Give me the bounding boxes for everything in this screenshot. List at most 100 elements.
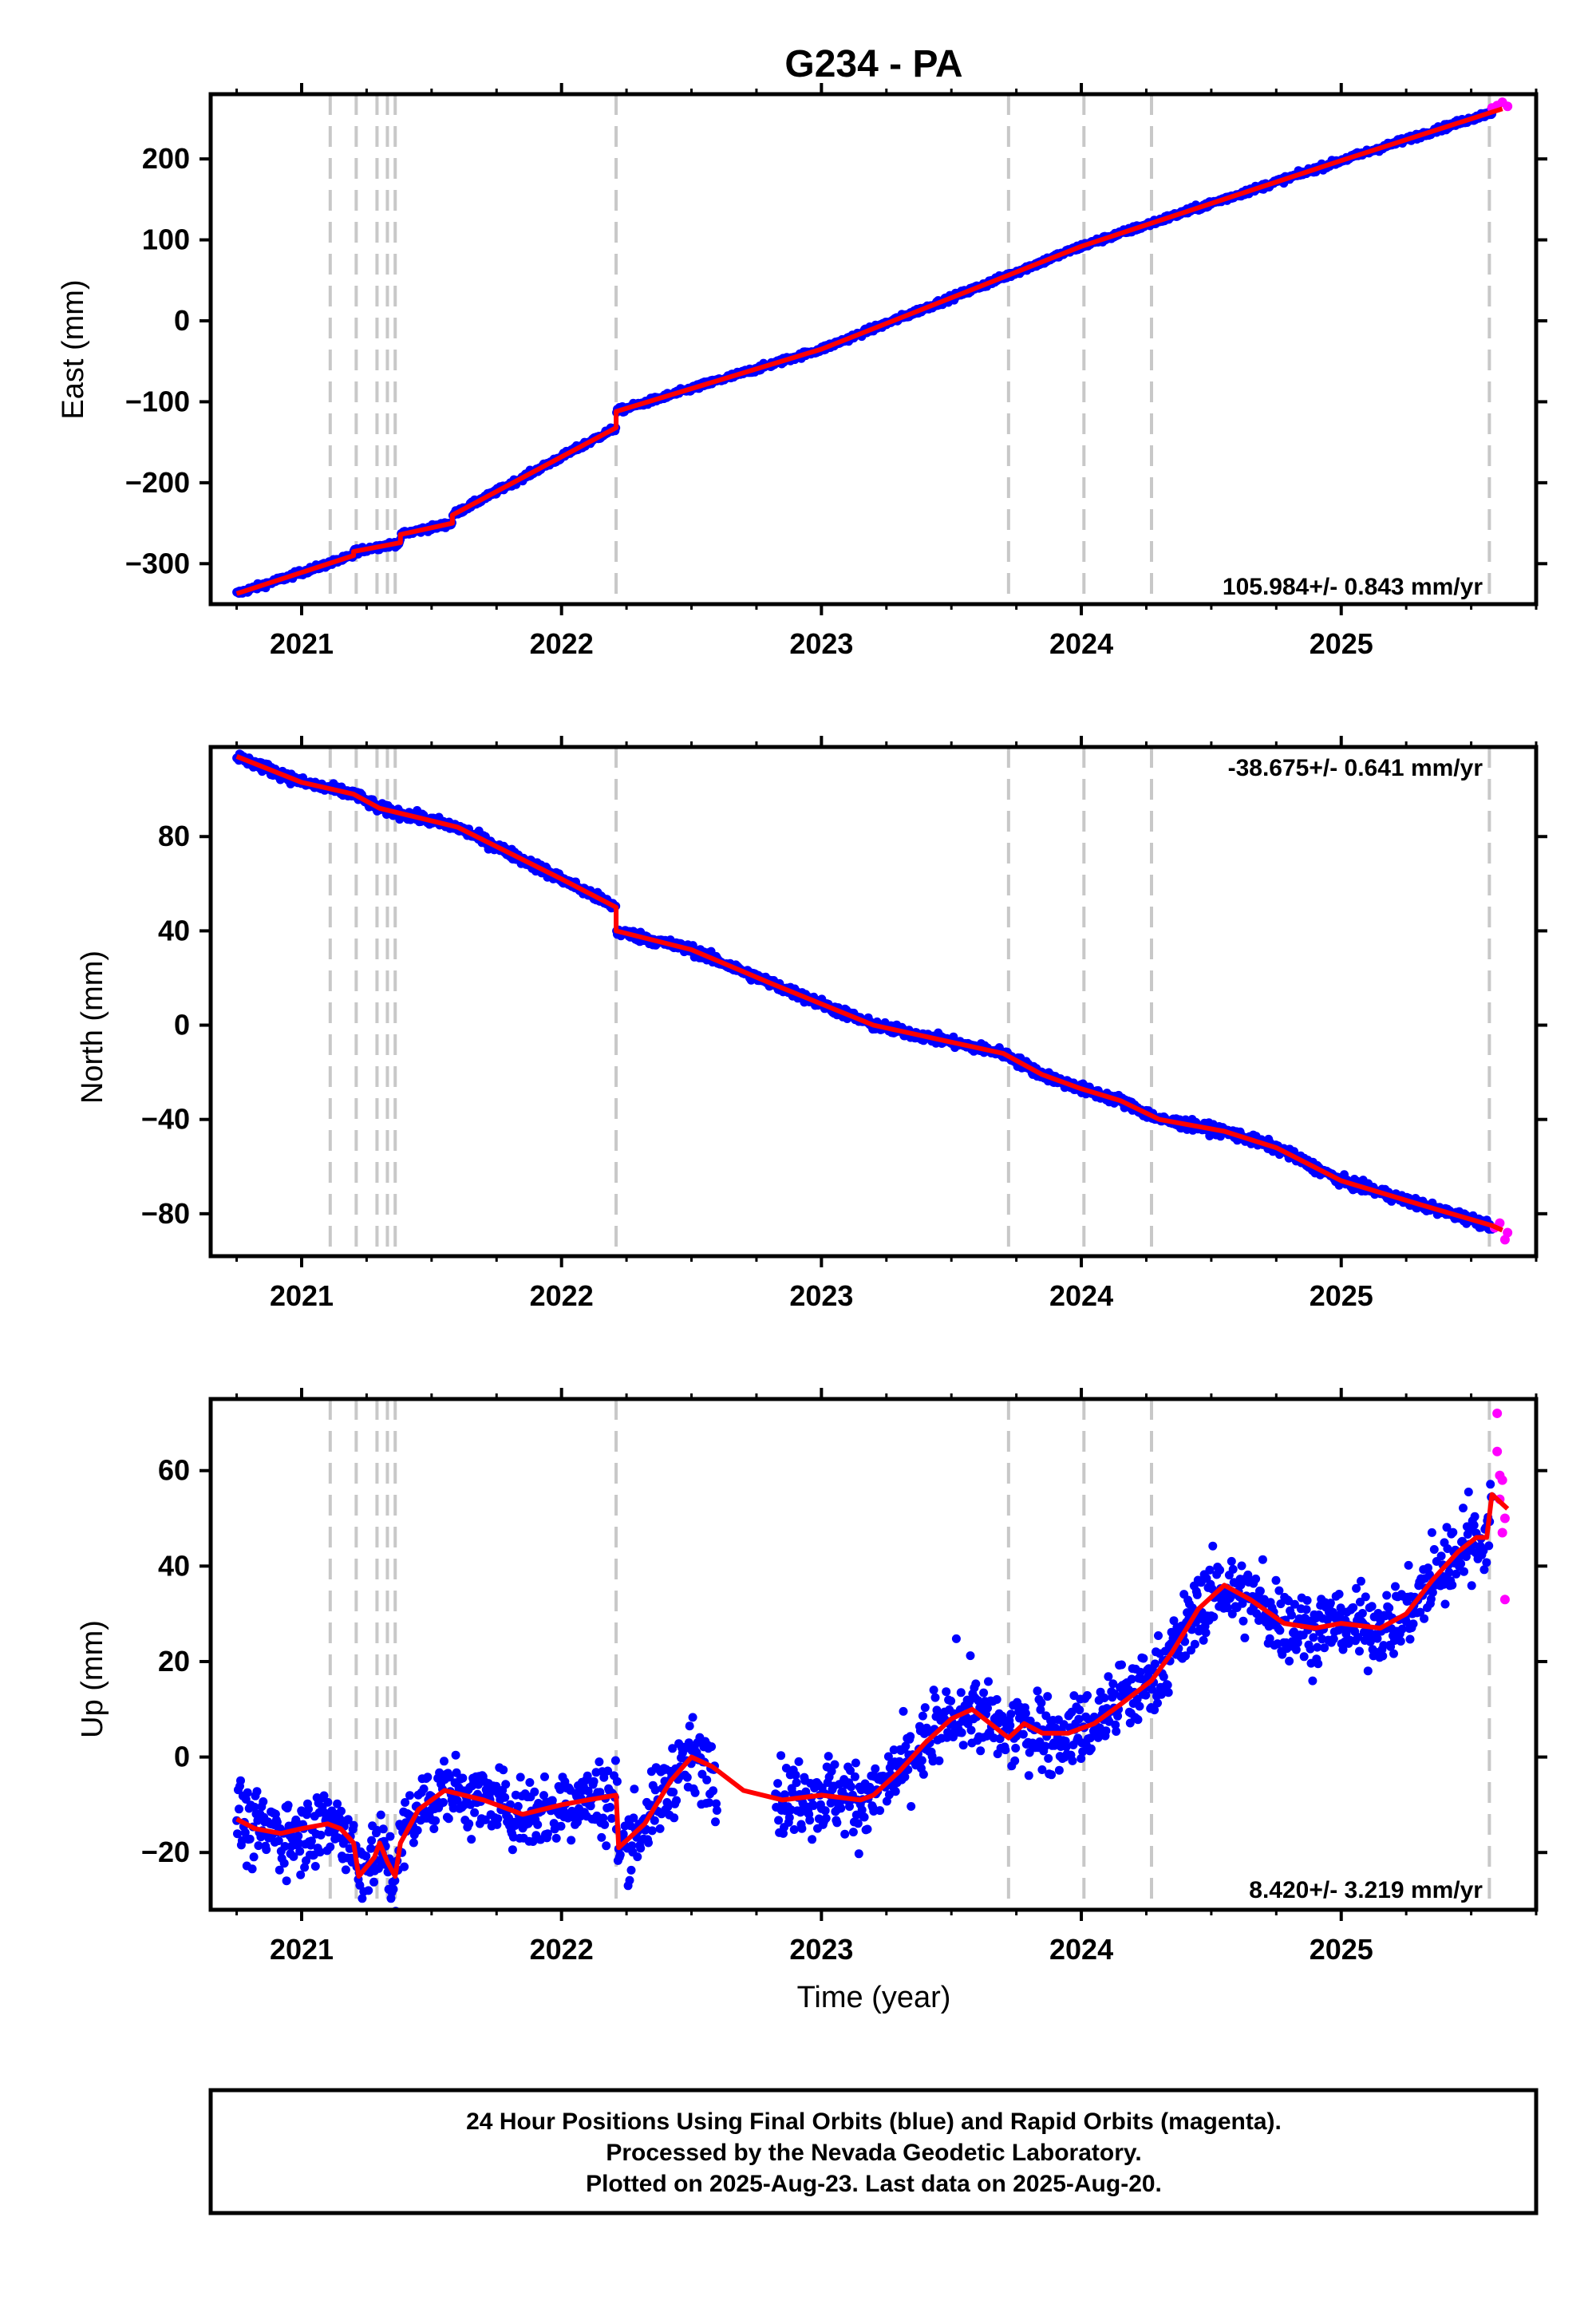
up-data-point [827,1766,836,1776]
up-data-point [846,1766,855,1775]
up-data-point [1258,1555,1267,1564]
up-data-point [1223,1603,1232,1613]
up-data-point [458,1773,468,1783]
up-data-point [294,1832,303,1840]
up-data-point [413,1826,422,1835]
up-data-point [918,1769,928,1779]
up-data-point [1141,1690,1151,1700]
up-data-point [1108,1679,1118,1689]
up-data-point [1159,1672,1168,1682]
up-data-point [274,1836,283,1845]
up-data-point [1181,1651,1191,1661]
up-data-point [711,1817,720,1827]
up-data-point [850,1772,859,1781]
up-data-point [644,1838,653,1848]
up-data-point [600,1820,610,1829]
up-data-point [1313,1642,1322,1652]
up-data-point [349,1820,358,1830]
up-data-point [1047,1770,1057,1780]
north-rapid-point [1503,1227,1513,1238]
up-data-point [1011,1744,1021,1753]
up-data-point [1255,1587,1265,1596]
up-data-point [280,1842,290,1851]
up-data-point [610,1756,620,1765]
up-data-point [891,1787,900,1796]
up-data-point [712,1806,721,1815]
up-data-point [966,1725,976,1735]
up-data-point [895,1757,904,1766]
up-data-point [300,1863,310,1872]
up-data-point [1314,1659,1323,1669]
up-data-point [598,1813,608,1823]
east-rate-label: 105.984+/- 0.843 mm/yr [1223,574,1483,600]
up-data-point [304,1804,313,1814]
up-data-point [971,1679,981,1689]
up-data-point [773,1779,783,1788]
up-data-point [1036,1705,1045,1714]
up-data-point [540,1772,549,1781]
up-data-point [341,1865,350,1875]
east-ytick-label: −200 [125,466,190,499]
up-data-point [809,1801,819,1810]
up-data-point [690,1788,700,1797]
north-xtick-label: 2023 [789,1279,853,1312]
up-data-point [589,1777,598,1786]
up-data-point [1136,1667,1145,1677]
up-data-point [1100,1694,1109,1702]
up-data-point [543,1829,552,1839]
up-data-point [602,1841,611,1851]
up-data-point [875,1806,885,1816]
up-data-point [824,1752,833,1761]
up-data-point [672,1796,681,1805]
up-data-point [319,1791,329,1800]
up-data-point [958,1741,968,1750]
up-data-point [525,1778,535,1787]
up-data-point [1238,1616,1248,1626]
up-data-point [979,1688,989,1697]
up-data-point [1205,1565,1215,1575]
up-data-point [1208,1541,1218,1551]
up-data-point [1077,1754,1086,1763]
up-data-point [376,1810,385,1820]
up-data-point [431,1816,440,1825]
east-xtick-label: 2024 [1049,627,1113,660]
up-data-point [1111,1720,1120,1729]
up-data-point [306,1836,316,1846]
up-data-point [390,1876,400,1885]
up-data-point [1101,1726,1111,1736]
up-data-point [1276,1599,1286,1609]
up-data-point [615,1850,625,1860]
up-data-point [440,1757,448,1766]
up-data-point [1236,1580,1246,1590]
up-data-point [859,1812,869,1822]
up-data-point [1153,1698,1162,1708]
up-data-point [337,1806,346,1816]
east-ylabel: East (mm) [57,279,90,419]
up-data-point [1112,1727,1121,1736]
up-data-point [1127,1674,1136,1684]
up-data-point [946,1696,956,1705]
up-data-point [1010,1756,1020,1765]
up-data-point [899,1706,908,1716]
up-data-point [1338,1645,1348,1654]
up-data-point [650,1785,660,1795]
up-data-point [832,1818,842,1828]
up-data-point [1190,1639,1199,1649]
up-data-point [367,1836,377,1845]
up-data-point [629,1813,638,1823]
up-data-point [836,1804,846,1813]
up-data-point [820,1806,830,1816]
up-data-point [702,1775,712,1784]
up-data-point [243,1788,252,1797]
up-data-point [776,1751,786,1761]
up-data-point [636,1844,646,1853]
up-data-point [493,1814,503,1824]
up-data-point [400,1862,409,1871]
east-rapid-point [1503,101,1513,112]
up-data-point [1151,1659,1159,1669]
up-data-point [1169,1616,1179,1626]
up-data-point [1227,1556,1236,1566]
up-data-point [1336,1603,1345,1613]
up-data-point [966,1651,975,1661]
up-data-point [1278,1650,1287,1659]
